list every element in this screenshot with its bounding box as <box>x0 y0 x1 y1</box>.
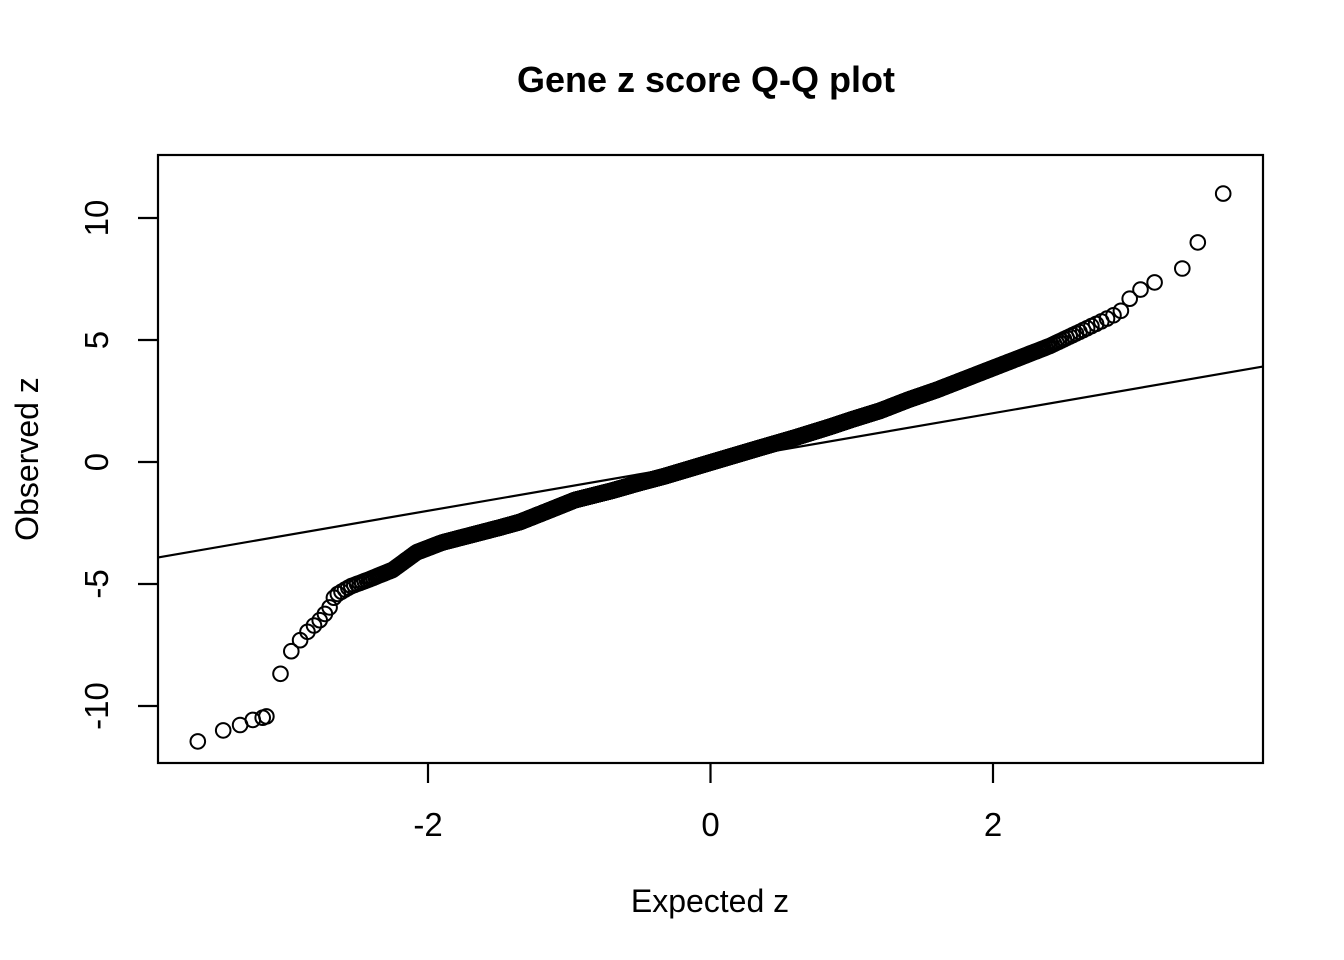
y-axis-title: Observed z <box>9 377 45 541</box>
data-point <box>1146 274 1163 291</box>
y-tick-label: 10 <box>78 200 115 237</box>
data-point <box>254 709 272 727</box>
data-point <box>1174 260 1191 277</box>
data-point <box>321 599 338 616</box>
data-point <box>1121 290 1138 308</box>
data-points <box>189 185 1232 750</box>
data-point <box>272 665 289 683</box>
data-point <box>1132 281 1149 298</box>
data-point <box>189 733 207 750</box>
data-point <box>244 711 262 729</box>
x-tick-label: 0 <box>701 806 719 843</box>
data-point <box>1214 185 1232 202</box>
x-axis-title: Expected z <box>631 883 789 919</box>
x-tick-label: 2 <box>984 806 1002 843</box>
x-axis-ticks: -2 0 2 <box>413 763 1002 843</box>
chart-title: Gene z score Q-Q plot <box>517 59 895 100</box>
data-point <box>305 617 323 634</box>
data-point <box>214 722 232 739</box>
data-point <box>1112 302 1130 320</box>
data-point <box>283 642 300 660</box>
y-axis-ticks: 10 5 0 -5 -10 <box>78 200 158 730</box>
y-tick-label: -5 <box>78 569 115 598</box>
y-tick-label: -10 <box>78 682 115 730</box>
y-tick-label: 0 <box>78 453 115 471</box>
y-tick-label: 5 <box>78 331 115 349</box>
x-tick-label: -2 <box>413 806 442 843</box>
data-point <box>1189 234 1207 251</box>
